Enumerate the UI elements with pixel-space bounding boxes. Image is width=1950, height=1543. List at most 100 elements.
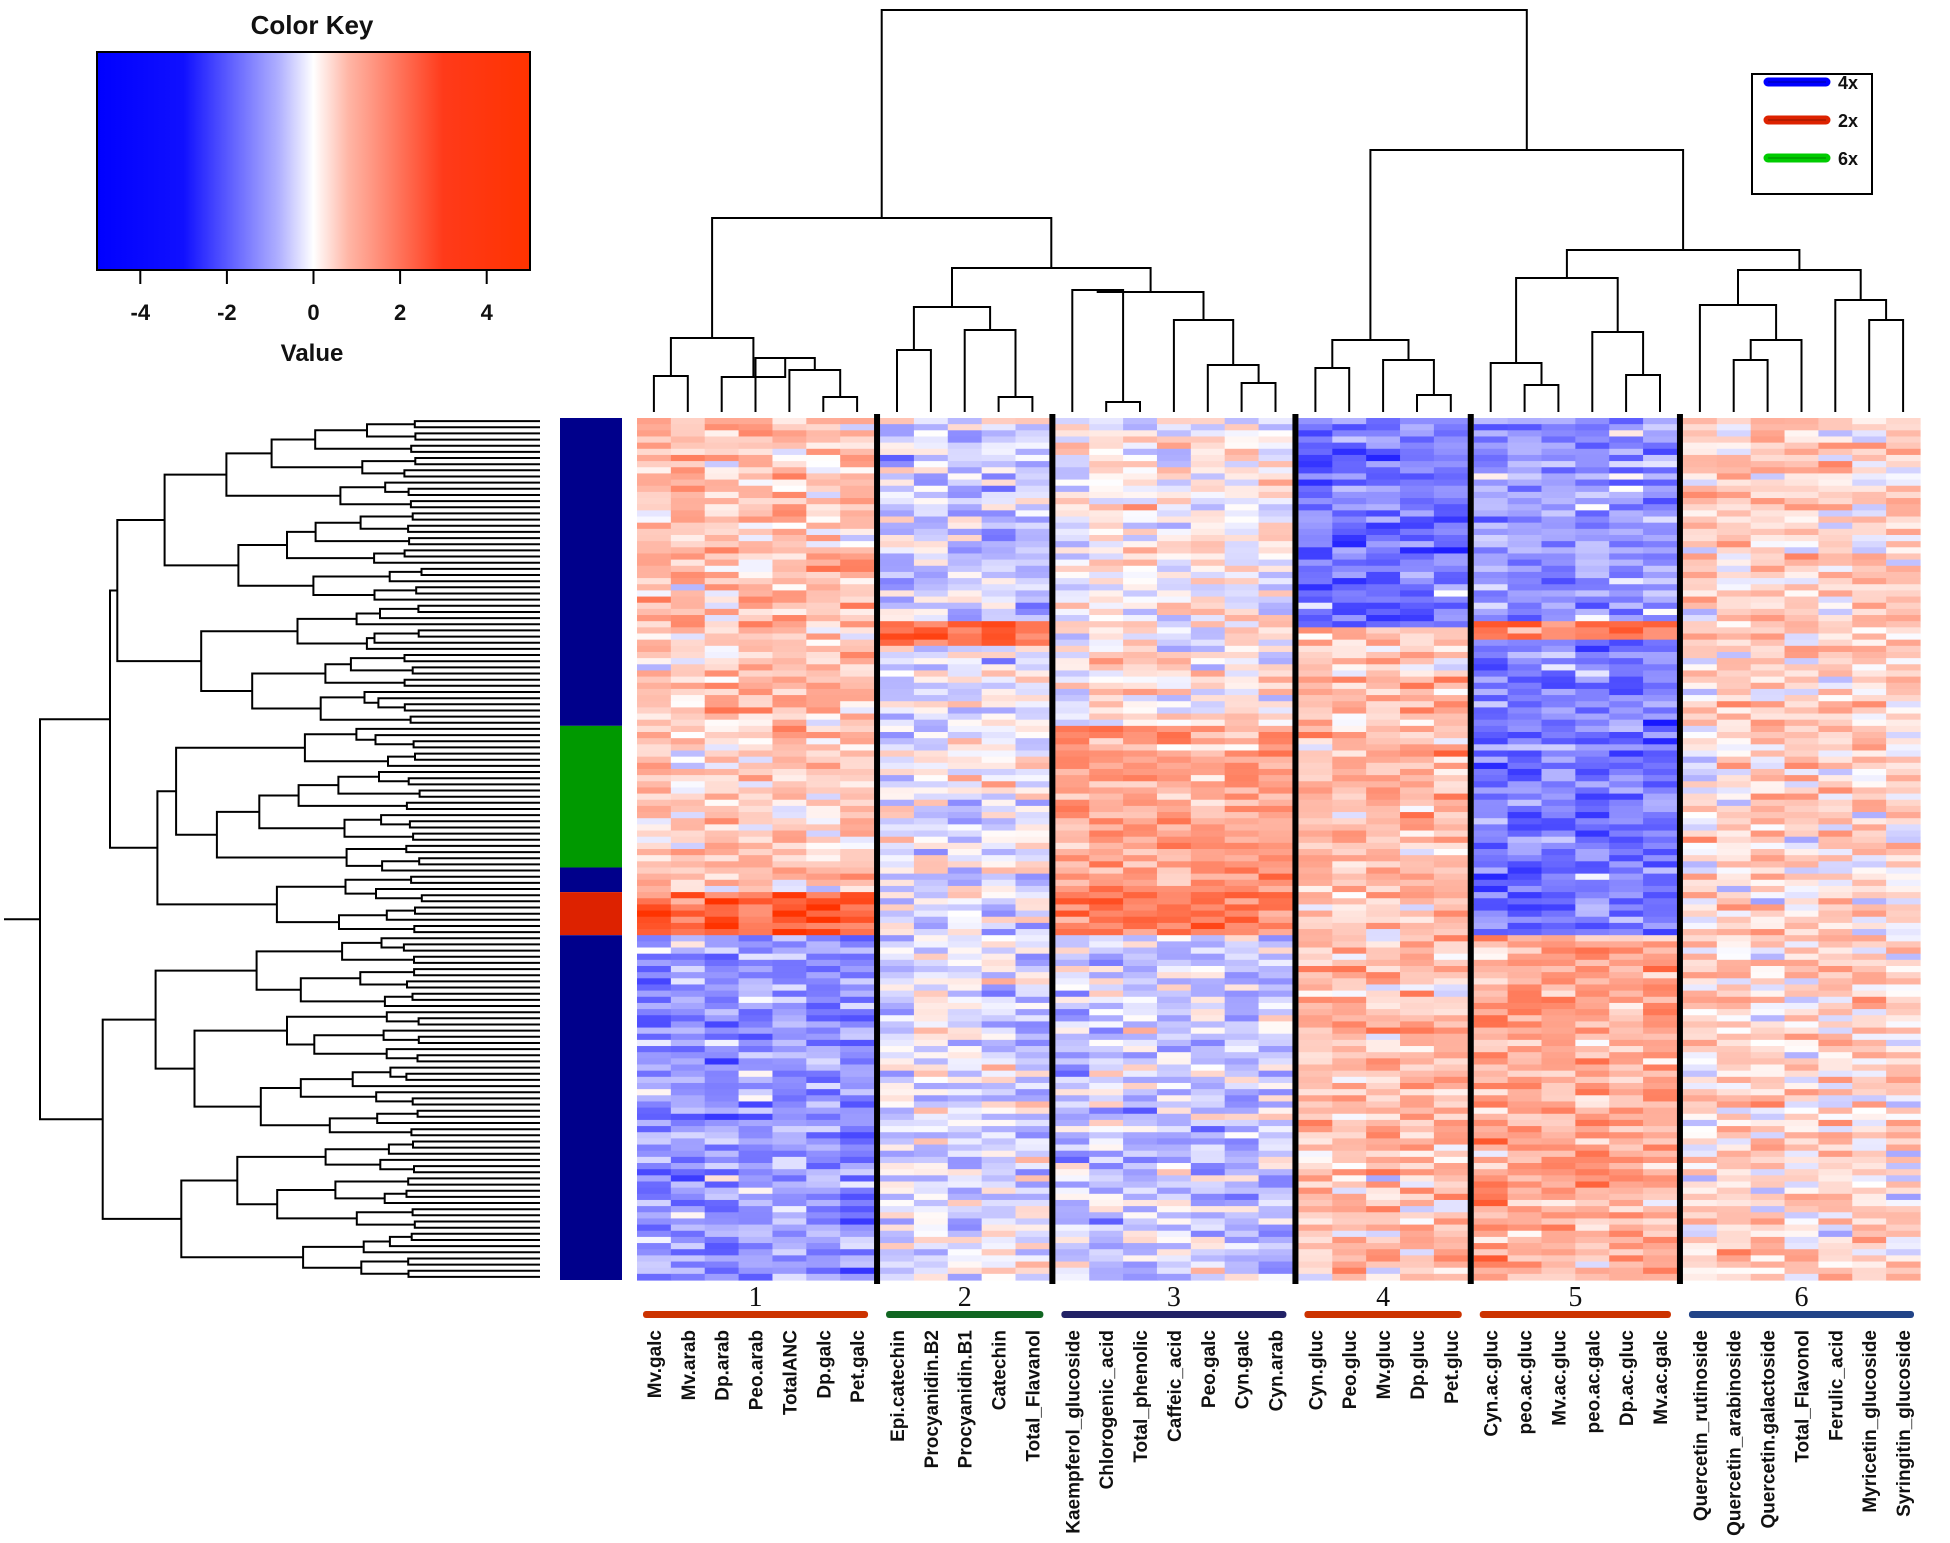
heatmap-cell: [1190, 1027, 1226, 1035]
heatmap-cell: [670, 916, 706, 924]
dendrogram-link: [1314, 367, 1351, 412]
heatmap-cell: [1123, 1199, 1158, 1207]
heatmap-cell: [947, 1224, 983, 1232]
heatmap-cell: [1473, 442, 1509, 450]
heatmap-cell: [947, 615, 983, 622]
heatmap-cell: [1089, 984, 1124, 992]
heatmap-cell: [1089, 510, 1124, 518]
heatmap-cell: [1609, 842, 1644, 850]
heatmap-cell: [806, 1187, 841, 1195]
heatmap-cell: [1541, 990, 1576, 998]
heatmap-cell: [1784, 467, 1819, 475]
heatmap-cell: [947, 516, 983, 524]
heatmap-cell: [1716, 818, 1752, 825]
heatmap-cell: [1366, 454, 1401, 462]
dendrogram-link: [319, 696, 411, 721]
heatmap-cell: [913, 775, 949, 782]
heatmap-cell: [1015, 1224, 1050, 1232]
heatmap-cell: [1784, 633, 1819, 641]
heatmap-cell: [880, 1218, 915, 1226]
heatmap-cell: [670, 873, 706, 881]
heatmap-cell: [1298, 1156, 1333, 1164]
dendrogram-link: [405, 844, 540, 854]
heatmap-cell: [1400, 418, 1435, 425]
heatmap-cell: [1784, 682, 1819, 690]
dendrogram-link: [1732, 359, 1769, 412]
heatmap-cell: [1055, 1039, 1090, 1047]
heatmap-cell: [1682, 873, 1718, 881]
heatmap-cell: [1433, 1095, 1469, 1103]
heatmap-cell: [772, 861, 807, 869]
heatmap-cell: [738, 491, 774, 499]
heatmap-cell: [913, 855, 949, 862]
heatmap-cell: [1123, 787, 1158, 795]
heatmap-cell: [1015, 904, 1050, 912]
heatmap-cell: [1643, 738, 1678, 745]
heatmap-cell: [947, 1058, 983, 1066]
heatmap-cell: [1258, 701, 1294, 708]
heatmap-cell: [1366, 947, 1401, 955]
heatmap-cell: [880, 855, 915, 862]
heatmap-cell: [772, 1101, 807, 1109]
heatmap-cell: [1298, 1113, 1333, 1121]
heatmap-cell: [1055, 516, 1090, 524]
heatmap-cell: [1507, 805, 1543, 813]
heatmap-cell: [840, 898, 875, 906]
heatmap-cell: [1089, 1218, 1124, 1226]
heatmap-cell: [1332, 1076, 1367, 1084]
heatmap-cell: [1784, 873, 1819, 881]
heatmap-cell: [1433, 571, 1469, 579]
heatmap-cell: [1224, 1052, 1260, 1059]
heatmap-cell: [1433, 732, 1469, 739]
heatmap-cell: [1298, 1273, 1333, 1281]
heatmap-cell: [1224, 541, 1260, 548]
heatmap-cell: [1366, 1175, 1401, 1183]
heatmap-cell: [1575, 849, 1610, 856]
dendrogram-link: [387, 755, 540, 767]
heatmap-cell: [1682, 1218, 1718, 1226]
dendrogram-link: [405, 1072, 540, 1081]
heatmap-cell: [806, 855, 841, 862]
heatmap-cell: [772, 590, 807, 598]
heatmap-cell: [1575, 793, 1610, 801]
heatmap-cell: [1015, 448, 1050, 456]
heatmap-cell: [1298, 756, 1333, 764]
heatmap-cell: [772, 922, 807, 930]
heatmap-cell: [1224, 861, 1260, 869]
heatmap-cell: [704, 1126, 740, 1133]
heatmap-cell: [1089, 670, 1124, 678]
heatmap-cell: [880, 485, 915, 493]
heatmap-cell: [1507, 996, 1543, 1004]
heatmap-cell: [1541, 504, 1576, 511]
heatmap-cell: [1750, 1273, 1786, 1281]
heatmap-cell: [1089, 1015, 1124, 1022]
heatmap-cell: [1089, 1046, 1124, 1053]
heatmap-cell: [1643, 454, 1678, 462]
heatmap-cell: [1298, 1193, 1333, 1201]
heatmap-cell: [1156, 935, 1192, 942]
heatmap-cell: [840, 1249, 875, 1256]
heatmap-cell: [772, 1150, 807, 1158]
heatmap-cell: [1055, 965, 1090, 973]
heatmap-cell: [1682, 1187, 1718, 1195]
heatmap-cell: [1298, 1132, 1333, 1139]
heatmap-cell: [1015, 990, 1050, 998]
heatmap-cell: [1055, 528, 1090, 536]
heatmap-cell: [1750, 418, 1786, 425]
heatmap-cell: [1190, 713, 1226, 721]
heatmap-cell: [1366, 430, 1401, 438]
heatmap-cell: [1473, 935, 1509, 942]
heatmap-cell: [1224, 787, 1260, 795]
heatmap-cell: [1609, 1199, 1644, 1207]
heatmap-cell: [1332, 430, 1367, 438]
dendrogram-link: [409, 500, 540, 509]
heatmap-cell: [1643, 639, 1678, 647]
color-key-tick-label: 0: [307, 300, 319, 325]
heatmap-cell: [704, 762, 740, 770]
dendrogram-link: [417, 629, 540, 638]
heatmap-cell: [1298, 1039, 1333, 1047]
heatmap-cell: [880, 738, 915, 745]
heatmap-cell: [1400, 787, 1435, 795]
heatmap-cell: [1750, 1027, 1786, 1035]
